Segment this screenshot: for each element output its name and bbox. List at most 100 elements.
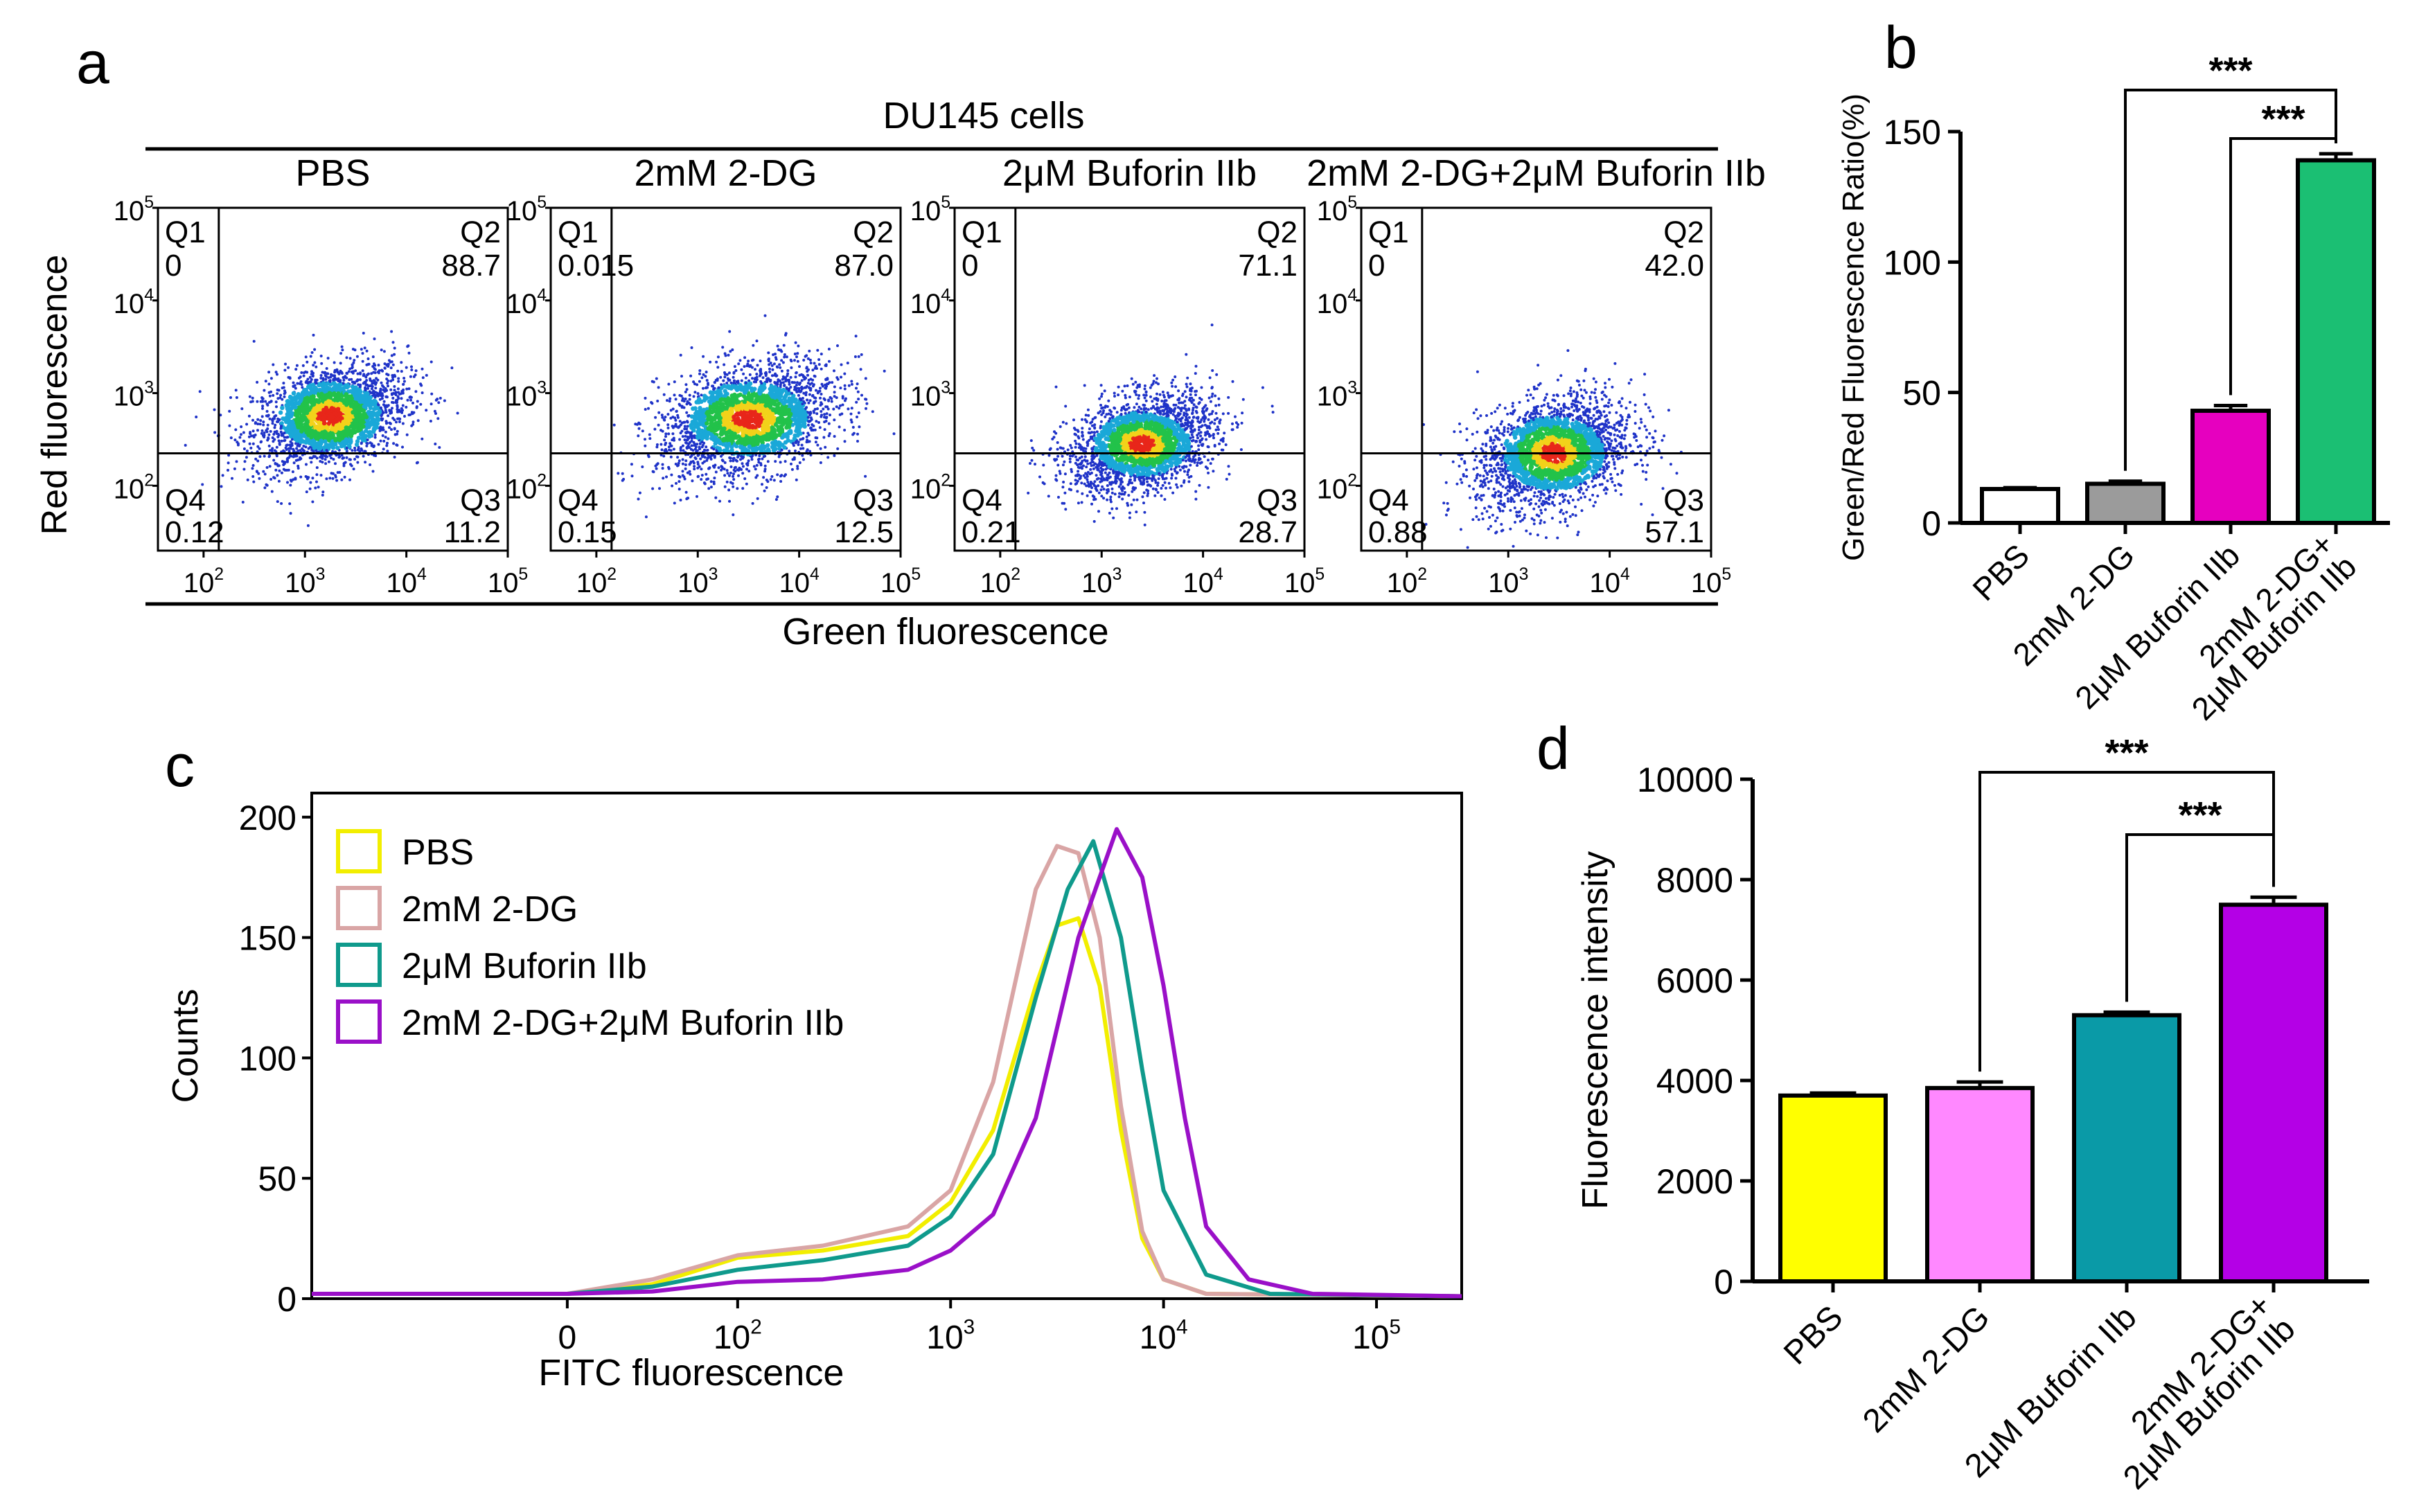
flow-event bbox=[251, 418, 254, 422]
flow-event bbox=[859, 368, 862, 371]
flow-event bbox=[334, 462, 337, 465]
flow-event bbox=[400, 361, 403, 364]
flow-event bbox=[775, 407, 780, 412]
flow-event bbox=[806, 357, 810, 360]
flow-event bbox=[381, 426, 384, 429]
flow-event bbox=[1143, 387, 1146, 391]
flow-event bbox=[285, 405, 290, 410]
flow-event bbox=[752, 465, 756, 468]
flow-event bbox=[353, 348, 357, 352]
flow-event bbox=[681, 444, 684, 447]
flow-event bbox=[371, 470, 375, 473]
flow-event bbox=[710, 454, 714, 457]
flow-event bbox=[384, 406, 387, 409]
flow-event bbox=[678, 474, 681, 478]
flow-event bbox=[319, 441, 324, 446]
flow-event bbox=[393, 433, 397, 436]
flow-event bbox=[1160, 405, 1163, 409]
flow-event bbox=[770, 475, 774, 478]
flow-event bbox=[313, 386, 318, 391]
flow-event bbox=[753, 413, 759, 419]
flow-event bbox=[309, 481, 312, 484]
flow-event bbox=[335, 479, 339, 482]
flow-event bbox=[808, 420, 811, 423]
flow-event bbox=[420, 367, 424, 371]
flow-event bbox=[344, 415, 348, 420]
flow-event bbox=[1142, 501, 1145, 505]
flow-event bbox=[751, 501, 754, 505]
flow-event bbox=[755, 373, 759, 376]
flow-event bbox=[763, 314, 767, 317]
flow-event bbox=[736, 386, 741, 391]
flow-event bbox=[342, 456, 346, 459]
flow-event bbox=[758, 445, 763, 450]
flow-event bbox=[305, 490, 308, 494]
flow-event bbox=[361, 359, 364, 363]
flow-event bbox=[833, 385, 836, 389]
flow-event bbox=[715, 408, 720, 413]
flow-event bbox=[268, 417, 272, 420]
flow-event bbox=[808, 399, 812, 402]
flow-event bbox=[362, 434, 367, 439]
flow-event bbox=[743, 356, 747, 359]
flow-event bbox=[790, 468, 794, 471]
flow-event bbox=[367, 434, 372, 439]
flow-event bbox=[321, 457, 324, 460]
flow-event bbox=[700, 468, 703, 471]
flow-event bbox=[749, 395, 754, 400]
flow-event bbox=[729, 350, 732, 353]
flow-event bbox=[700, 478, 703, 481]
flow-event bbox=[689, 441, 691, 444]
flow-event bbox=[1175, 483, 1178, 486]
flow-event bbox=[271, 422, 274, 425]
flow-event bbox=[761, 483, 763, 486]
flow-event bbox=[380, 348, 383, 352]
flow-event bbox=[307, 384, 312, 389]
flow-event bbox=[822, 407, 825, 411]
flow-event bbox=[414, 373, 417, 377]
flow-event bbox=[266, 423, 269, 427]
flow-event bbox=[696, 383, 699, 386]
flow-event bbox=[779, 480, 783, 483]
flow-event bbox=[358, 427, 363, 432]
flow-event bbox=[315, 473, 319, 477]
flow-event bbox=[815, 420, 818, 423]
flow-event bbox=[745, 439, 750, 444]
flow-event bbox=[273, 449, 276, 452]
flow-event bbox=[242, 447, 246, 450]
flow-event bbox=[719, 432, 724, 437]
flow-event bbox=[283, 436, 286, 439]
flow-event bbox=[846, 362, 849, 365]
flow-event bbox=[238, 436, 242, 439]
flow-event bbox=[245, 423, 249, 426]
flow-event bbox=[849, 418, 853, 422]
flow-event bbox=[774, 460, 777, 463]
flow-event bbox=[371, 365, 375, 368]
flow-event bbox=[698, 445, 701, 449]
flow-event bbox=[321, 493, 324, 497]
flow-event bbox=[776, 473, 779, 477]
flow-event bbox=[815, 389, 817, 392]
flow-event bbox=[324, 458, 327, 461]
flow-event bbox=[236, 441, 239, 444]
flow-event bbox=[364, 375, 368, 379]
flow-event bbox=[312, 455, 315, 459]
flow-event bbox=[847, 384, 851, 387]
flow-events bbox=[184, 330, 459, 527]
flow-event bbox=[366, 386, 369, 390]
flow-event bbox=[708, 390, 713, 395]
flow-event bbox=[249, 431, 252, 434]
flow-event bbox=[807, 401, 811, 404]
flow-event bbox=[382, 428, 385, 432]
flow-event bbox=[1197, 428, 1201, 432]
flow-event bbox=[691, 421, 696, 426]
flow-event bbox=[802, 458, 805, 461]
flow-event bbox=[689, 472, 692, 476]
flow-plot-title: 2μM Buforin IIb bbox=[1002, 152, 1257, 194]
flow-event bbox=[732, 379, 736, 382]
flow-event bbox=[747, 359, 750, 363]
flow-event bbox=[296, 467, 300, 470]
flow-event bbox=[299, 456, 302, 459]
flow-event bbox=[398, 409, 401, 412]
flow-event bbox=[1084, 413, 1088, 417]
